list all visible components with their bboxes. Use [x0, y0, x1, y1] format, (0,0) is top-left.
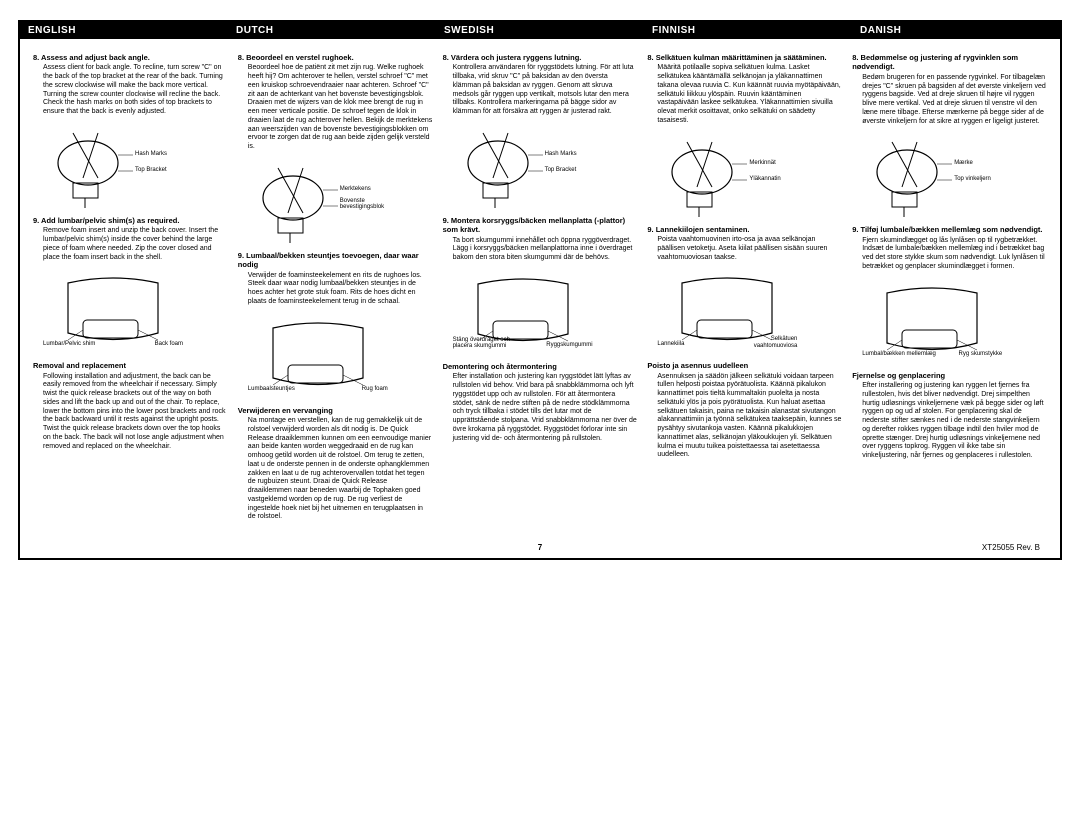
en-rm-title: Removal and replacement: [33, 361, 228, 370]
en-s8-body: Assess client for back angle. To recline…: [43, 64, 228, 117]
col-dutch: 8. Beoordeel en verstel rughoek. Beoorde…: [233, 49, 438, 528]
nl-rm-body: Na montage en verstellen, kan de rug gem…: [248, 417, 433, 522]
en-s9-body: Remove foam insert and unzip the back co…: [43, 227, 228, 262]
en-s8-title: 8. Assess and adjust back angle.: [33, 53, 228, 62]
page-footer: 7 XT25055 Rev. B: [20, 539, 1060, 552]
en-rm-body: Following installation and adjustment, t…: [43, 373, 228, 452]
en-diagram-shim: Lumbar/Pelvic shim Back foam: [43, 268, 183, 353]
fi-rm-body: Asennuksen ja säädön jälkeen selkätuki v…: [657, 373, 842, 461]
nl-diagram-shim: Lumbaalsteuntjes Rug foam: [248, 313, 388, 398]
content-columns: 8. Assess and adjust back angle. Assess …: [20, 39, 1060, 528]
lang-dutch: DUTCH: [228, 22, 436, 39]
da-s8-title: 8. Bedømmelse og justering af rygvinklen…: [852, 53, 1047, 72]
lang-danish: DANISH: [852, 22, 1060, 39]
en-d2-l2: Back foam: [155, 341, 183, 348]
sv-diagram-shim: Stäng överdraget och placera skumgummi R…: [453, 269, 593, 354]
sv-d2-l2: Ryggskumgummi: [546, 342, 592, 349]
da-s8-body: Bedøm brugeren for en passende rygvinkel…: [862, 74, 1047, 127]
fi-s8-body: Määritä potilaalle sopiva selkätuen kulm…: [657, 64, 842, 125]
nl-s9-body: Verwijder de foaminsteekelement en rits …: [248, 272, 433, 307]
page-number: 7: [538, 543, 542, 552]
col-finnish: 8. Selkätuen kulman määrittäminen ja sää…: [642, 49, 847, 528]
fi-rm-title: Poisto ja asennus uudelleen: [647, 361, 842, 370]
da-d1-l2: Top vinkeljern: [954, 176, 991, 183]
nl-d1-l1: Merktekens: [340, 186, 371, 193]
col-danish: 8. Bedømmelse og justering af rygvinklen…: [847, 49, 1052, 528]
fi-s8-title: 8. Selkätuen kulman määrittäminen ja sää…: [647, 53, 842, 62]
sv-s9-title: 9. Montera korsryggs/bäcken mellanplatta…: [443, 216, 638, 235]
fi-d2-l2: Selkätuen vaahtomuoviosa: [742, 336, 797, 349]
sv-s8-body: Kontrollera användaren för ryggstödets l…: [453, 64, 638, 117]
sv-s8-title: 8. Värdera och justera ryggens lutning.: [443, 53, 638, 62]
fi-d1-l2: Yläkannatin: [749, 176, 780, 183]
nl-d2-l1: Lumbaalsteuntjes: [248, 386, 295, 393]
nl-d1-l2: Bovenste bevestigingsblok: [340, 198, 390, 211]
nl-s8-body: Beoordeel hoe de patiënt zit met zijn ru…: [248, 64, 433, 152]
sv-diagram-angle: Hash Marks Top Bracket: [453, 123, 593, 208]
fi-diagram-angle: Merkinnät Yläkannatin: [657, 132, 797, 217]
sv-s9-body: Ta bort skumgummi innehållet och öppna r…: [453, 237, 638, 263]
en-s9-title: 9. Add lumbar/pelvic shim(s) as required…: [33, 216, 228, 225]
doc-id: XT25055 Rev. B: [982, 543, 1040, 552]
da-s9-body: Fjern skumindlægget og lås lynlåsen op t…: [862, 237, 1047, 272]
language-header: ENGLISH DUTCH SWEDISH FINNISH DANISH: [20, 22, 1060, 39]
da-rm-title: Fjernelse og genplacering: [852, 371, 1047, 380]
en-diagram-angle: Hash Marks Top Bracket: [43, 123, 183, 208]
sv-rm-body: Efter installation och justering kan ryg…: [453, 373, 638, 443]
en-d1-l2: Top Bracket: [135, 167, 167, 174]
nl-diagram-angle: Merktekens Bovenste bevestigingsblok: [248, 158, 388, 243]
fi-s9-title: 9. Lannekiilojen sentaminen.: [647, 225, 842, 234]
da-rm-body: Efter installering og justering kan rygg…: [862, 382, 1047, 461]
lang-finnish: FINNISH: [644, 22, 852, 39]
da-d2-l1: Lumbal/bækken mellemlæg: [862, 351, 937, 358]
fi-d1-l1: Merkinnät: [749, 160, 775, 167]
da-s9-title: 9. Tilføj lumbale/bækken mellemlæg som n…: [852, 225, 1047, 234]
fi-s9-body: Poista vaahtomuovinen irto-osa ja avaa s…: [657, 236, 842, 262]
fi-diagram-shim: Lannekiila Selkätuen vaahtomuoviosa: [657, 268, 797, 353]
en-d2-l1: Lumbar/Pelvic shim: [43, 341, 95, 348]
da-diagram-angle: Mærke Top vinkeljern: [862, 132, 1002, 217]
lang-english: ENGLISH: [20, 22, 228, 39]
da-diagram-shim: Lumbal/bækken mellemlæg Ryg skumstykke: [862, 278, 1002, 363]
nl-s8-title: 8. Beoordeel en verstel rughoek.: [238, 53, 433, 62]
da-d2-l2: Ryg skumstykke: [959, 351, 1003, 358]
col-english: 8. Assess and adjust back angle. Assess …: [28, 49, 233, 528]
manual-page: ENGLISH DUTCH SWEDISH FINNISH DANISH 8. …: [18, 20, 1062, 560]
col-swedish: 8. Värdera och justera ryggens lutning. …: [438, 49, 643, 528]
da-d1-l1: Mærke: [954, 160, 973, 167]
sv-d1-l1: Hash Marks: [545, 151, 577, 158]
lang-swedish: SWEDISH: [436, 22, 644, 39]
nl-rm-title: Verwijderen en vervanging: [238, 406, 433, 415]
nl-s9-title: 9. Lumbaal/bekken steuntjes toevoegen, d…: [238, 251, 433, 270]
sv-rm-title: Demontering och återmontering: [443, 362, 638, 371]
fi-d2-l1: Lannekiila: [657, 341, 684, 348]
en-d1-l1: Hash Marks: [135, 151, 167, 158]
sv-d2-l1: Stäng överdraget och placera skumgummi: [453, 337, 523, 350]
nl-d2-l2: Rug foam: [362, 386, 388, 393]
sv-d1-l2: Top Bracket: [545, 167, 577, 174]
